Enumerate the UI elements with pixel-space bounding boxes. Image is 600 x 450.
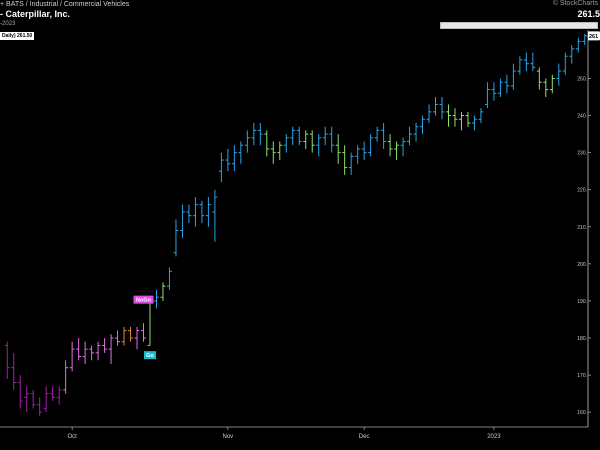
last-price-marker-label: 261 <box>589 34 598 40</box>
y-tick-label: 190. <box>577 299 587 305</box>
company-name: - Caterpillar, Inc. <box>0 9 71 19</box>
x-tick-label: 2023 <box>487 434 501 440</box>
daily-price-tag: Daily) 261.50 <box>0 32 35 40</box>
y-tick-label: 160. <box>577 410 587 416</box>
signal-label: NoGo <box>136 298 152 304</box>
y-tick-label: 210. <box>577 225 587 231</box>
y-tick-label: 240. <box>577 114 587 120</box>
last-price: 261.5 <box>577 9 600 19</box>
y-tick-label: 170. <box>577 373 587 379</box>
exchange-sector-line: + BATS / Industrial / Commercial Vehicle… <box>0 1 130 8</box>
y-tick-label: 220. <box>577 188 587 194</box>
y-tick-label: 230. <box>577 151 587 157</box>
last-price-marker <box>588 31 600 41</box>
y-tick-label: 250. <box>577 76 587 82</box>
watermark: © StockCharts <box>552 0 598 7</box>
signal-label: Go <box>146 353 154 359</box>
header-bar <box>440 22 598 29</box>
x-tick-label: Dec <box>359 434 370 440</box>
date-range: -2023 <box>0 21 16 27</box>
signal-badge <box>133 295 154 304</box>
x-tick-label: Nov <box>223 434 234 440</box>
y-tick-label: 200. <box>577 262 587 268</box>
x-tick-label: Oct <box>67 434 77 440</box>
signal-badge <box>144 351 156 360</box>
y-tick-label: 180. <box>577 336 587 342</box>
